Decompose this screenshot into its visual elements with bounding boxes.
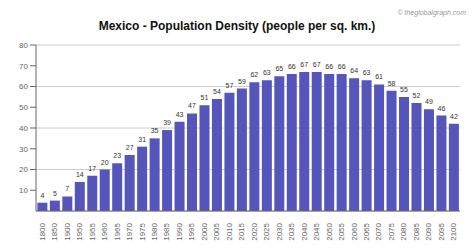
- svg-text:14: 14: [76, 171, 84, 178]
- svg-text:2035: 2035: [287, 222, 296, 240]
- svg-text:1900: 1900: [63, 222, 72, 240]
- svg-text:2040: 2040: [300, 222, 309, 240]
- svg-text:63: 63: [263, 69, 271, 76]
- svg-text:40: 40: [19, 124, 28, 133]
- svg-text:1960: 1960: [100, 222, 109, 240]
- svg-text:1985: 1985: [162, 222, 171, 240]
- svg-text:47: 47: [188, 102, 196, 109]
- svg-text:1950: 1950: [75, 222, 84, 240]
- svg-text:55: 55: [400, 86, 408, 93]
- svg-text:60: 60: [19, 82, 28, 91]
- svg-text:70: 70: [19, 62, 28, 71]
- svg-text:67: 67: [300, 61, 308, 68]
- svg-text:2065: 2065: [362, 222, 371, 240]
- svg-text:65: 65: [275, 65, 283, 72]
- svg-text:2060: 2060: [350, 222, 359, 240]
- svg-text:1990: 1990: [175, 222, 184, 240]
- svg-text:2070: 2070: [374, 222, 383, 240]
- svg-text:2080: 2080: [399, 222, 408, 240]
- svg-text:2095: 2095: [437, 222, 446, 240]
- svg-text:52: 52: [413, 92, 421, 99]
- svg-text:7: 7: [65, 185, 69, 192]
- svg-text:2020: 2020: [250, 222, 259, 240]
- svg-text:39: 39: [163, 119, 171, 126]
- svg-text:1975: 1975: [138, 222, 147, 240]
- svg-text:2090: 2090: [424, 222, 433, 240]
- svg-text:80: 80: [19, 41, 28, 50]
- svg-text:2005: 2005: [212, 222, 221, 240]
- svg-text:5: 5: [53, 190, 57, 197]
- svg-text:43: 43: [176, 111, 184, 118]
- svg-text:46: 46: [438, 105, 446, 112]
- svg-text:17: 17: [88, 165, 96, 172]
- svg-text:54: 54: [213, 88, 221, 95]
- svg-text:2010: 2010: [225, 222, 234, 240]
- svg-text:59: 59: [238, 78, 246, 85]
- svg-text:63: 63: [363, 69, 371, 76]
- svg-text:2045: 2045: [312, 222, 321, 240]
- html-text:Mexico - Population Density (p: Mexico - Population Density (people per …: [98, 19, 376, 33]
- svg-text:49: 49: [425, 98, 433, 105]
- svg-text:42: 42: [450, 113, 458, 120]
- svg-text:20: 20: [101, 159, 109, 166]
- svg-text:30: 30: [19, 145, 28, 154]
- svg-text:23: 23: [113, 152, 121, 159]
- html-text:© theglobalgraph.com: © theglobalgraph.com: [397, 9, 466, 16]
- svg-text:10: 10: [19, 186, 28, 195]
- svg-text:35: 35: [151, 127, 159, 134]
- svg-text:2055: 2055: [337, 222, 346, 240]
- svg-text:1970: 1970: [125, 222, 134, 240]
- svg-text:50: 50: [19, 103, 28, 112]
- svg-text:27: 27: [126, 144, 134, 151]
- svg-text:64: 64: [350, 67, 358, 74]
- svg-text:66: 66: [288, 63, 296, 70]
- svg-text:66: 66: [325, 63, 333, 70]
- svg-text:4: 4: [40, 192, 44, 199]
- svg-text:2085: 2085: [412, 222, 421, 240]
- svg-text:57: 57: [226, 82, 234, 89]
- svg-text:1850: 1850: [50, 222, 59, 240]
- svg-text:1965: 1965: [113, 222, 122, 240]
- svg-text:1955: 1955: [88, 222, 97, 240]
- svg-text:1980: 1980: [150, 222, 159, 240]
- svg-text:1995: 1995: [187, 222, 196, 240]
- svg-text:2015: 2015: [237, 222, 246, 240]
- svg-text:2000: 2000: [200, 222, 209, 240]
- svg-text:67: 67: [313, 61, 321, 68]
- svg-text:2030: 2030: [275, 222, 284, 240]
- svg-text:66: 66: [338, 63, 346, 70]
- svg-text:2050: 2050: [325, 222, 334, 240]
- svg-text:1800: 1800: [38, 222, 47, 240]
- svg-text:2025: 2025: [262, 222, 271, 240]
- svg-text:31: 31: [138, 136, 146, 143]
- svg-text:2075: 2075: [387, 222, 396, 240]
- svg-text:58: 58: [388, 80, 396, 87]
- svg-text:62: 62: [250, 71, 258, 78]
- svg-text:61: 61: [375, 73, 383, 80]
- svg-text:20: 20: [19, 165, 28, 174]
- svg-text:51: 51: [201, 94, 209, 101]
- svg-text:2100: 2100: [449, 222, 458, 240]
